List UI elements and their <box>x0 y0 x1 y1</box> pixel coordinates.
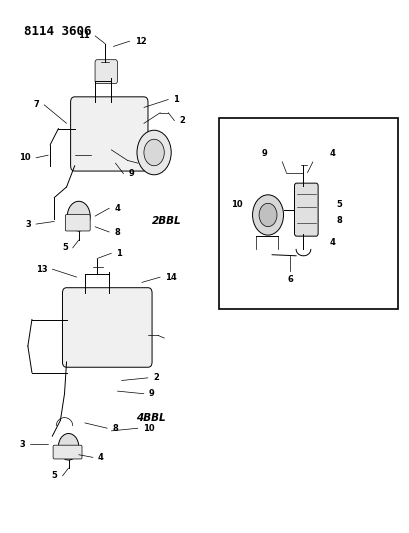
Text: 10: 10 <box>20 154 31 163</box>
Text: 5: 5 <box>52 471 57 480</box>
Text: 4: 4 <box>114 204 120 213</box>
Circle shape <box>58 433 79 460</box>
Circle shape <box>67 201 90 231</box>
Text: 5: 5 <box>62 244 67 253</box>
FancyBboxPatch shape <box>294 183 317 236</box>
Circle shape <box>258 203 276 227</box>
FancyBboxPatch shape <box>95 60 117 84</box>
FancyBboxPatch shape <box>53 445 82 459</box>
Text: 11: 11 <box>78 31 90 41</box>
Text: 4: 4 <box>98 453 103 462</box>
Text: 8: 8 <box>114 228 120 237</box>
FancyBboxPatch shape <box>70 97 148 171</box>
FancyBboxPatch shape <box>65 215 90 231</box>
Text: 8: 8 <box>335 216 341 225</box>
Circle shape <box>144 139 164 166</box>
Circle shape <box>137 130 171 175</box>
Text: 2: 2 <box>153 373 158 382</box>
Text: 13: 13 <box>36 265 47 273</box>
Bar <box>219 118 398 309</box>
Text: 10: 10 <box>142 424 154 433</box>
Text: 5: 5 <box>335 200 341 209</box>
Text: 8: 8 <box>112 424 118 433</box>
Circle shape <box>252 195 283 235</box>
Text: 10: 10 <box>231 200 242 209</box>
Text: 9: 9 <box>148 389 154 398</box>
Text: 12: 12 <box>134 37 146 46</box>
Text: 4: 4 <box>329 238 335 247</box>
Text: 4: 4 <box>329 149 335 158</box>
FancyBboxPatch shape <box>62 288 152 367</box>
Text: 3: 3 <box>25 220 31 229</box>
Text: 1: 1 <box>116 249 122 258</box>
Text: 3: 3 <box>19 440 25 449</box>
Text: 2: 2 <box>179 116 185 125</box>
Text: 7: 7 <box>34 100 39 109</box>
Text: 8114 3606: 8114 3606 <box>24 25 91 38</box>
Text: 6: 6 <box>287 275 293 284</box>
Text: 1: 1 <box>173 95 179 104</box>
Text: 9: 9 <box>261 149 267 158</box>
Text: 2BBL: 2BBL <box>152 216 181 227</box>
Text: 4BBL: 4BBL <box>135 413 165 423</box>
Text: 9: 9 <box>128 169 134 178</box>
Text: 14: 14 <box>165 272 176 281</box>
